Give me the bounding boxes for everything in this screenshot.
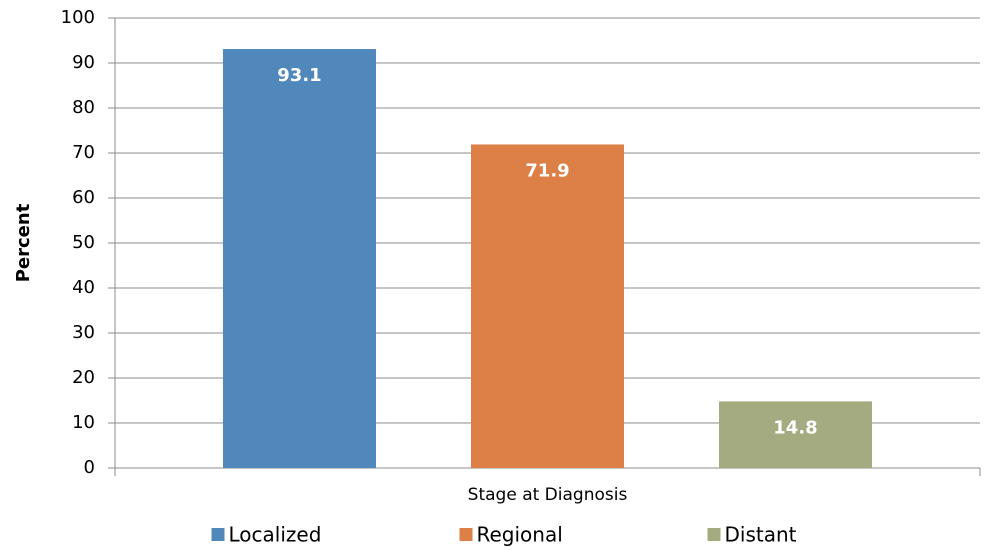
- y-tick-label: 0: [84, 457, 95, 478]
- y-tick-label: 50: [72, 232, 95, 253]
- legend-label: Localized: [229, 523, 322, 547]
- legend-swatch: [459, 528, 473, 541]
- data-label: 93.1: [277, 65, 321, 86]
- y-tick-label: 20: [72, 367, 95, 388]
- y-tick-label: 90: [72, 52, 95, 73]
- y-tick-label: 30: [72, 322, 95, 343]
- data-label: 71.9: [525, 160, 569, 181]
- y-tick-label: 70: [72, 142, 95, 163]
- y-tick-label: 80: [72, 97, 95, 118]
- bar: [223, 49, 376, 469]
- bar: [719, 401, 872, 468]
- legend-label: Regional: [477, 523, 563, 547]
- y-tick-label: 60: [72, 187, 95, 208]
- data-label: 14.8: [773, 417, 817, 438]
- y-tick-label: 10: [72, 412, 95, 433]
- legend-swatch: [211, 528, 225, 541]
- y-tick-label: 100: [61, 7, 95, 28]
- bar: [471, 144, 624, 468]
- legend-swatch: [707, 528, 721, 541]
- y-axis-title: Percent: [13, 203, 34, 282]
- legend-label: Distant: [725, 523, 797, 547]
- y-tick-label: 40: [72, 277, 95, 298]
- x-tick-label: Stage at Diagnosis: [468, 485, 628, 505]
